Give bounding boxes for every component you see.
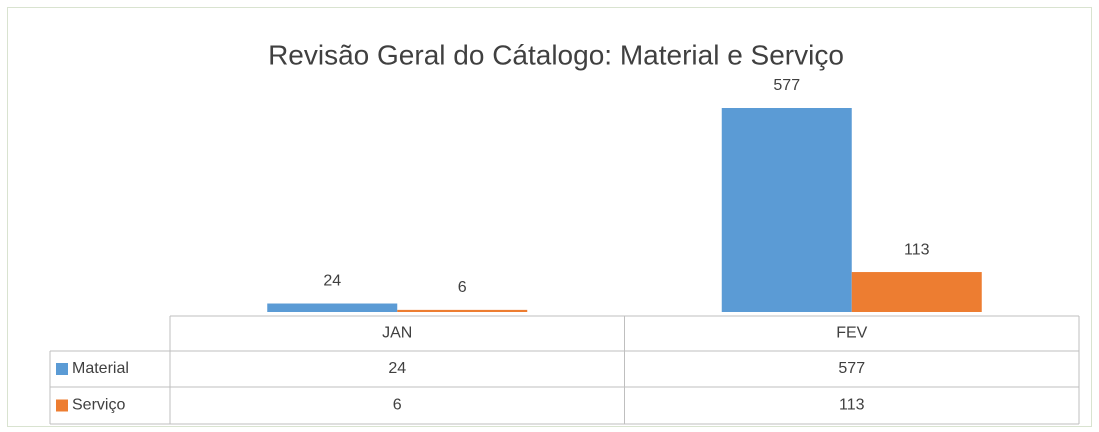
data-label: 577 (773, 77, 800, 94)
legend-swatch (56, 363, 68, 375)
bar (721, 108, 852, 312)
data-label: 6 (458, 279, 467, 296)
table-cell: 577 (838, 360, 865, 377)
legend-swatch (56, 399, 68, 412)
bar (851, 272, 982, 312)
data-label: 24 (323, 273, 341, 290)
bar (397, 309, 528, 312)
table-cell: 6 (393, 397, 402, 414)
legend-label: Material (72, 360, 129, 377)
chart-border (7, 7, 1092, 427)
table-cell: 113 (839, 397, 865, 414)
chart-title: Revisão Geral do Cátalogo: Material e Se… (268, 39, 844, 70)
table-cell: 24 (388, 360, 406, 377)
x-tick-label: JAN (382, 325, 412, 342)
bar (267, 303, 398, 312)
legend-label: Serviço (72, 397, 125, 414)
x-tick-label: FEV (836, 325, 867, 342)
data-label: 113 (904, 241, 930, 258)
